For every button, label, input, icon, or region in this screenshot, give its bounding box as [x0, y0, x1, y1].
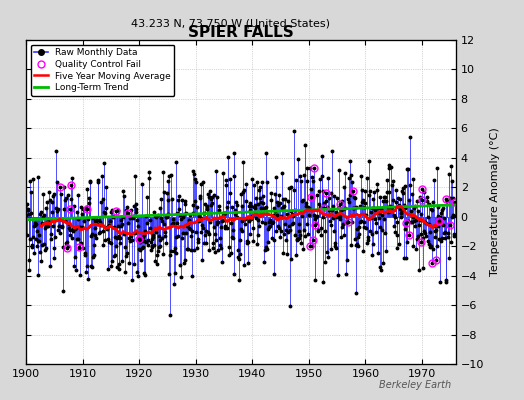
Text: Berkeley Earth: Berkeley Earth [378, 380, 451, 390]
Legend: Raw Monthly Data, Quality Control Fail, Five Year Moving Average, Long-Term Tren: Raw Monthly Data, Quality Control Fail, … [31, 44, 174, 96]
Text: 43.233 N, 73.750 W (United States): 43.233 N, 73.750 W (United States) [131, 18, 330, 28]
Y-axis label: Temperature Anomaly (°C): Temperature Anomaly (°C) [489, 128, 500, 276]
Title: SPIER FALLS: SPIER FALLS [188, 25, 294, 40]
